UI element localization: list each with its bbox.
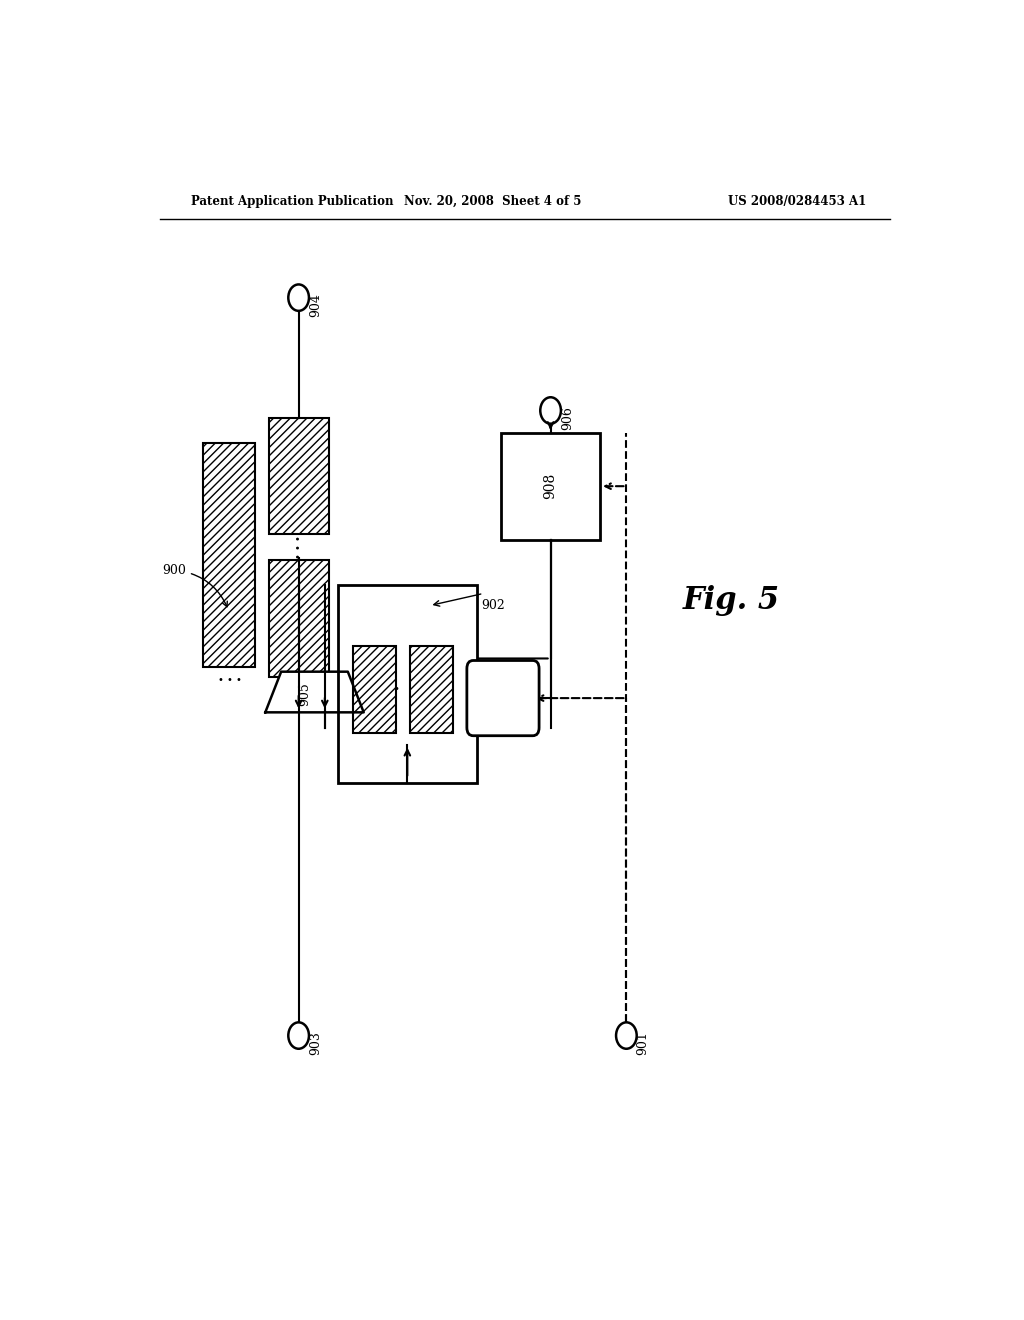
FancyBboxPatch shape [467,660,539,735]
Bar [501,433,600,540]
Text: 904: 904 [309,293,322,317]
Bar [204,444,255,667]
Text: 907: 907 [497,686,510,710]
Text: • • •: • • • [294,688,304,711]
Text: Fig. 5: Fig. 5 [683,585,779,616]
Polygon shape [265,672,364,713]
Text: • • •: • • • [294,535,304,558]
Text: 901: 901 [637,1031,649,1055]
Text: • • •: • • • [376,684,399,694]
Bar [269,560,329,677]
Text: 903: 903 [309,1031,322,1055]
Text: • • •: • • • [218,675,242,685]
Text: US 2008/0284453 A1: US 2008/0284453 A1 [728,194,866,207]
Bar [338,585,477,784]
Bar [410,647,454,733]
Text: Nov. 20, 2008  Sheet 4 of 5: Nov. 20, 2008 Sheet 4 of 5 [404,194,582,207]
Text: 909: 909 [431,624,444,648]
Text: 906: 906 [561,405,573,429]
Text: 905: 905 [298,682,311,706]
Text: Patent Application Publication: Patent Application Publication [191,194,394,207]
Text: 908: 908 [544,473,558,499]
Bar [269,417,329,535]
Text: 902: 902 [481,599,505,612]
Text: 900: 900 [162,564,227,607]
Bar [352,647,396,733]
